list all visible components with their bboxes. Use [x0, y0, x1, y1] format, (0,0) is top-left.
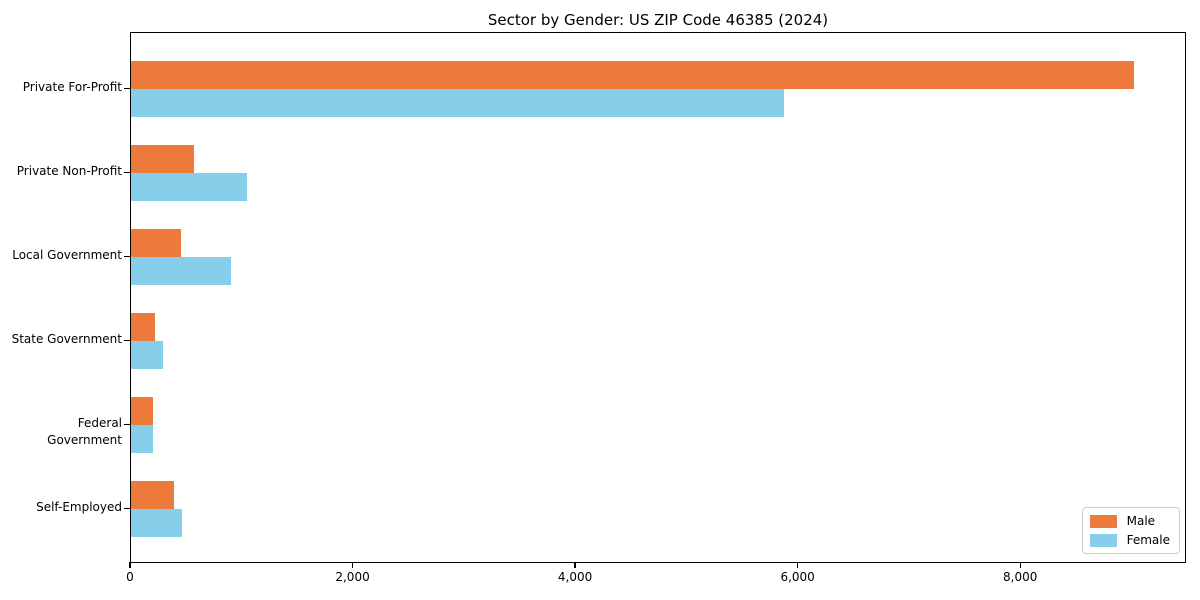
x-tick-label: 4,000: [557, 570, 593, 584]
y-tick-mark: [124, 255, 130, 257]
y-axis-label-private-for-profit: Private For-Profit: [22, 80, 122, 94]
bar-female-local-government: [131, 257, 231, 285]
chart-title: Sector by Gender: US ZIP Code 46385 (202…: [487, 11, 829, 29]
legend: Male Female: [1081, 507, 1180, 554]
x-tick-mark: [351, 562, 354, 568]
legend-entry-female: Female: [1089, 533, 1170, 547]
bar-female-self-employed: [131, 509, 183, 537]
y-axis-label-state-government: State Government: [11, 332, 122, 346]
bar-female-federal-government: [131, 425, 154, 453]
y-tick-mark: [124, 423, 130, 425]
x-tick-label: 2,000: [335, 570, 370, 584]
y-tick-mark: [124, 339, 130, 341]
y-axis-label-self-employed: Self-Employed: [36, 500, 122, 514]
bar-female-private-non-profit: [131, 173, 247, 201]
x-tick-mark: [129, 562, 131, 568]
x-tick-mark: [797, 562, 799, 568]
bar-female-state-government: [131, 341, 164, 369]
bar-male-self-employed: [131, 481, 174, 509]
x-tick-label: 0: [126, 570, 134, 584]
bar-male-state-government: [131, 313, 155, 341]
x-tick-mark: [1019, 562, 1021, 568]
legend-label-female: Female: [1126, 533, 1170, 547]
legend-swatch-female: [1089, 533, 1117, 547]
legend-label-male: Male: [1126, 514, 1156, 528]
bar-male-federal-government: [131, 397, 153, 425]
y-tick-mark: [124, 507, 130, 509]
y-axis-label-federal-government: Federal Government: [47, 416, 122, 447]
y-tick-mark: [124, 87, 130, 89]
y-tick-mark: [124, 171, 130, 173]
x-tick-label: 6,000: [780, 570, 815, 584]
bar-male-private-for-profit: [131, 61, 1134, 89]
bar-female-private-for-profit: [131, 89, 785, 117]
y-axis-label-local-government: Local Government: [12, 248, 122, 262]
plot-area: Male Female: [130, 32, 1186, 563]
x-tick-label: 8,000: [1003, 570, 1038, 584]
y-axis-label-private-non-profit: Private Non-Profit: [16, 164, 122, 178]
legend-swatch-male: [1089, 514, 1117, 528]
x-tick-mark: [574, 562, 576, 568]
bar-male-local-government: [131, 229, 181, 257]
legend-entry-male: Male: [1089, 514, 1170, 528]
bar-male-private-non-profit: [131, 145, 195, 173]
